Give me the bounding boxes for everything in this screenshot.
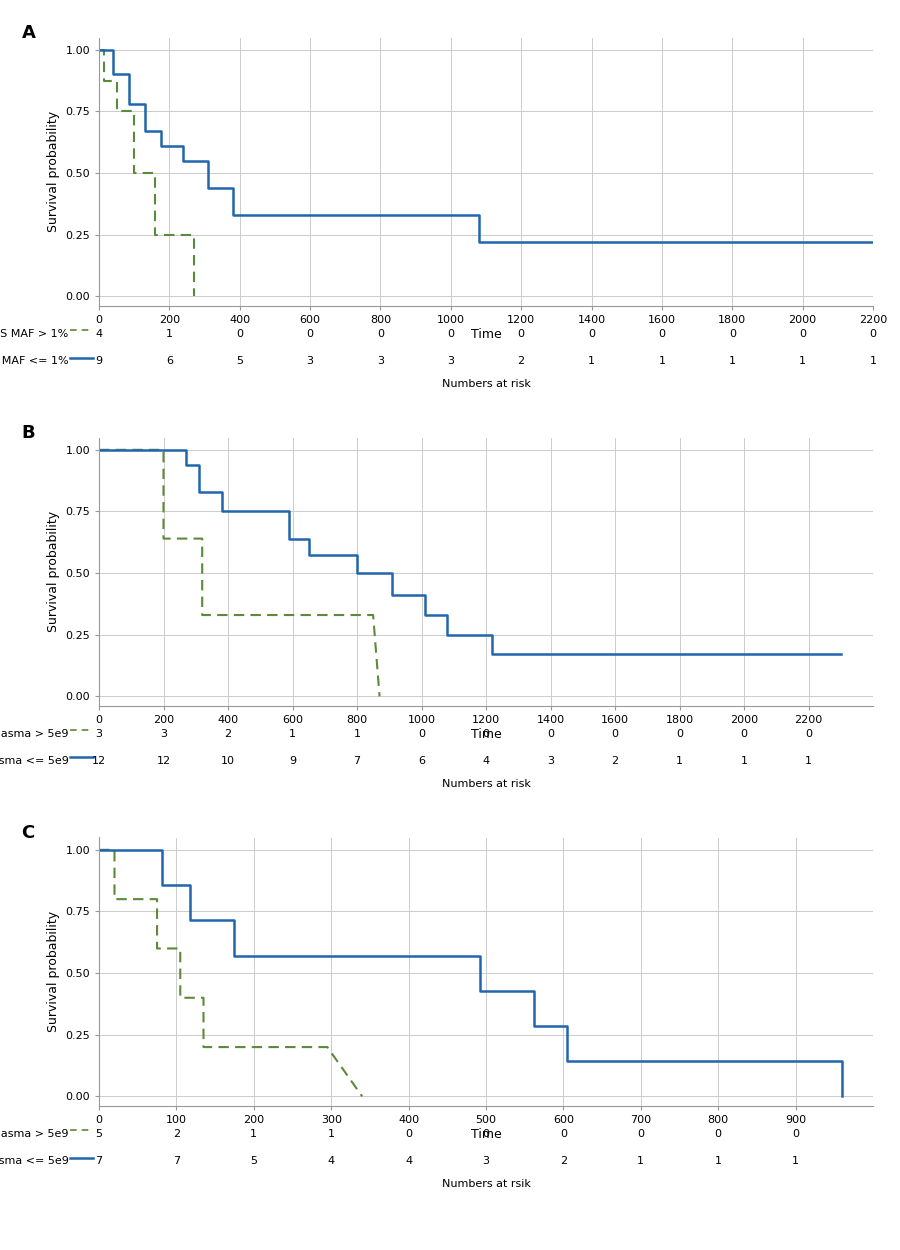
Text: KRAS MAF <= 1%: KRAS MAF <= 1%	[0, 356, 68, 366]
Text: 5: 5	[236, 356, 243, 366]
Text: exo per mL plasma > 5e9: exo per mL plasma > 5e9	[0, 1129, 68, 1139]
Text: 2: 2	[518, 356, 525, 366]
X-axis label: Time: Time	[471, 728, 501, 741]
Text: 0: 0	[418, 729, 425, 739]
Text: 3: 3	[377, 356, 384, 366]
Text: 9: 9	[95, 356, 103, 366]
Text: 3: 3	[95, 729, 103, 739]
Y-axis label: Survival probability: Survival probability	[47, 511, 59, 632]
Text: 0: 0	[869, 329, 877, 339]
Text: 1: 1	[354, 729, 361, 739]
Text: 0: 0	[741, 729, 748, 739]
Text: 0: 0	[611, 729, 618, 739]
Text: 12: 12	[92, 756, 106, 766]
Text: 2: 2	[611, 756, 618, 766]
Text: 0: 0	[482, 729, 490, 739]
Text: 4: 4	[95, 329, 103, 339]
Text: 0: 0	[792, 1129, 799, 1139]
Text: 4: 4	[482, 756, 490, 766]
Text: exo per mL plasma <= 5e9: exo per mL plasma <= 5e9	[0, 756, 68, 766]
Text: 1: 1	[676, 756, 683, 766]
Text: 0: 0	[805, 729, 812, 739]
Text: 7: 7	[95, 1156, 103, 1166]
Text: exo per mL plasma > 5e9: exo per mL plasma > 5e9	[0, 729, 68, 739]
Text: 3: 3	[482, 1156, 490, 1166]
Text: 1: 1	[799, 356, 806, 366]
Text: 1: 1	[729, 356, 736, 366]
Text: 1: 1	[289, 729, 296, 739]
Text: 2: 2	[560, 1156, 567, 1166]
Text: 0: 0	[588, 329, 595, 339]
Text: 0: 0	[236, 329, 243, 339]
Text: 12: 12	[157, 756, 171, 766]
Text: 5: 5	[250, 1156, 257, 1166]
Text: 0: 0	[547, 729, 554, 739]
Text: 1: 1	[659, 356, 665, 366]
Text: 3: 3	[447, 356, 454, 366]
Text: 4: 4	[328, 1156, 335, 1166]
Text: 0: 0	[799, 329, 806, 339]
X-axis label: Time: Time	[471, 328, 501, 341]
Text: 1: 1	[792, 1156, 799, 1166]
Text: 10: 10	[221, 756, 235, 766]
Text: 0: 0	[518, 329, 525, 339]
Text: 7: 7	[173, 1156, 180, 1166]
Y-axis label: Survival probability: Survival probability	[47, 111, 59, 232]
Text: 1: 1	[741, 756, 748, 766]
Text: 0: 0	[715, 1129, 722, 1139]
X-axis label: Time: Time	[471, 1128, 501, 1141]
Text: 3: 3	[160, 729, 167, 739]
Text: 3: 3	[307, 356, 313, 366]
Text: A: A	[22, 24, 35, 42]
Text: 4: 4	[405, 1156, 412, 1166]
Text: Numbers at risk: Numbers at risk	[442, 779, 530, 789]
Text: C: C	[22, 824, 35, 842]
Text: Numbers at rsik: Numbers at rsik	[442, 1179, 530, 1189]
Text: 0: 0	[659, 329, 665, 339]
Text: 2: 2	[224, 729, 231, 739]
Text: 6: 6	[166, 356, 173, 366]
Text: 6: 6	[418, 756, 425, 766]
Text: B: B	[22, 424, 35, 442]
Text: 2: 2	[173, 1129, 180, 1139]
Text: 0: 0	[377, 329, 384, 339]
Text: 0: 0	[560, 1129, 567, 1139]
Text: 1: 1	[637, 1156, 644, 1166]
Text: 7: 7	[354, 756, 361, 766]
Text: Numbers at risk: Numbers at risk	[442, 379, 530, 389]
Text: exo per mL plasma <= 5e9: exo per mL plasma <= 5e9	[0, 1156, 68, 1166]
Text: 0: 0	[307, 329, 313, 339]
Text: 1: 1	[805, 756, 812, 766]
Text: 0: 0	[729, 329, 736, 339]
Text: 1: 1	[250, 1129, 257, 1139]
Y-axis label: Survival probability: Survival probability	[47, 911, 59, 1032]
Text: 1: 1	[588, 356, 595, 366]
Text: 1: 1	[328, 1129, 335, 1139]
Text: 0: 0	[447, 329, 454, 339]
Text: 0: 0	[637, 1129, 644, 1139]
Text: 0: 0	[676, 729, 683, 739]
Text: 5: 5	[95, 1129, 103, 1139]
Text: 1: 1	[715, 1156, 722, 1166]
Text: KRAS MAF > 1%: KRAS MAF > 1%	[0, 329, 68, 339]
Text: 3: 3	[547, 756, 554, 766]
Text: 9: 9	[289, 756, 296, 766]
Text: 1: 1	[869, 356, 877, 366]
Text: 0: 0	[482, 1129, 490, 1139]
Text: 1: 1	[166, 329, 173, 339]
Text: 0: 0	[405, 1129, 412, 1139]
